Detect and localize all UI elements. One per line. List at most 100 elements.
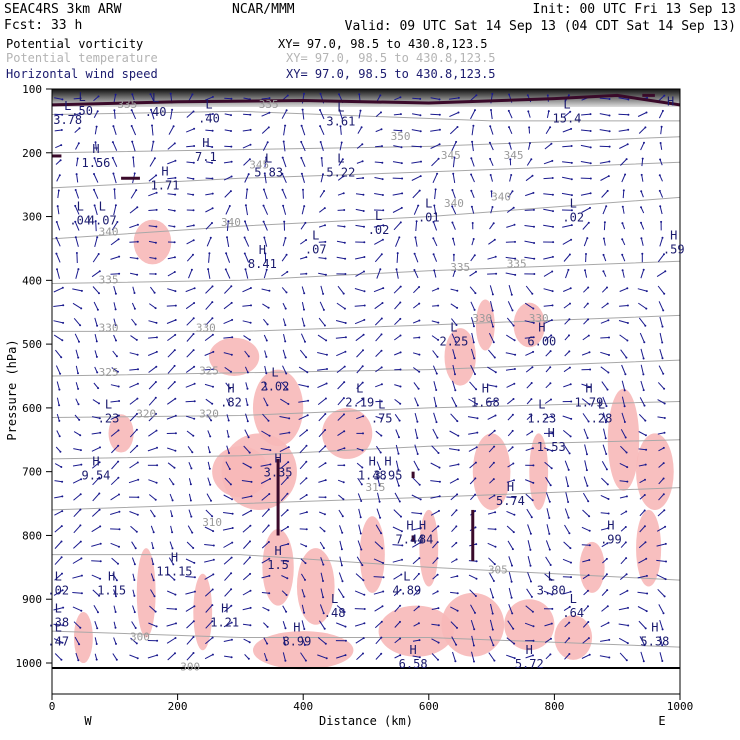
wind-vector-head	[549, 653, 552, 656]
wind-vector	[526, 414, 532, 420]
wind-vector	[394, 384, 401, 387]
wind-vector	[452, 349, 456, 359]
wind-vector	[204, 544, 214, 546]
wind-vector-head	[228, 403, 231, 406]
wind-vector	[600, 527, 609, 531]
wind-vector	[356, 160, 363, 164]
wind-vector-head	[438, 143, 441, 146]
wind-vector-head	[492, 222, 495, 225]
wind-vector	[355, 573, 364, 581]
wind-vector	[657, 399, 665, 404]
wind-vector	[53, 304, 64, 307]
wind-vector	[76, 158, 79, 167]
wind-vector-head	[97, 253, 100, 255]
wind-vector-head	[344, 625, 347, 628]
wind-vector-head	[456, 420, 459, 423]
wind-vector	[321, 157, 323, 167]
wind-vector-head	[154, 396, 157, 399]
wind-vector-head	[508, 126, 510, 129]
wind-vector	[282, 237, 286, 247]
wind-vector-head	[267, 541, 270, 543]
wind-vector-head	[663, 417, 666, 419]
wind-vector	[543, 160, 553, 165]
wind-vector-head	[60, 540, 63, 543]
wind-vector-head	[451, 221, 454, 224]
wind-vector-head	[75, 173, 78, 176]
wind-vector-head	[174, 159, 177, 162]
wind-vector-head	[281, 172, 284, 175]
wind-vector-head	[399, 221, 402, 224]
x-axis-west-label: W	[84, 714, 92, 728]
wind-vector-head	[550, 398, 552, 401]
wind-vector-head	[118, 255, 121, 258]
wind-vector-head	[284, 627, 287, 630]
wind-vector-head	[230, 175, 233, 178]
wind-vector	[129, 206, 138, 214]
wind-vector-head	[284, 307, 287, 310]
wind-vector-head	[664, 578, 667, 581]
wind-vector-head	[551, 290, 554, 293]
wind-vector-head	[61, 572, 63, 575]
pv-extremum-value: 7.1	[195, 150, 217, 164]
wind-vector	[358, 110, 361, 119]
wind-vector	[110, 256, 120, 260]
wind-vector-head	[626, 287, 629, 290]
wind-vector-head	[511, 564, 513, 567]
wind-vector-head	[547, 110, 550, 113]
wind-vector-head	[152, 547, 155, 550]
wind-vector	[637, 575, 648, 579]
wind-vector	[601, 605, 609, 612]
wind-vector	[619, 143, 628, 149]
y-tick-label: 400	[22, 274, 42, 287]
wind-vector	[430, 97, 440, 100]
wind-vector	[602, 573, 608, 580]
wind-vector	[582, 559, 590, 563]
wind-vector-head	[344, 654, 347, 657]
pv-extremum-marker: H	[607, 518, 614, 532]
wind-vector	[565, 476, 569, 487]
wind-vector	[620, 349, 627, 358]
theta-contour-line	[52, 161, 680, 189]
wind-vector-head	[456, 626, 458, 629]
wind-vector	[318, 479, 326, 483]
wind-vector-head	[382, 287, 385, 290]
wind-vector	[94, 126, 98, 135]
wind-vector-head	[512, 206, 515, 209]
wind-vector-head	[230, 588, 233, 591]
wind-vector-head	[589, 113, 592, 116]
wind-vector-head	[420, 160, 422, 163]
wind-vector	[450, 303, 458, 309]
wind-vector-head	[438, 113, 441, 116]
wind-vector-head	[643, 404, 646, 407]
wind-vector-head	[418, 639, 421, 642]
wind-vector-head	[324, 397, 327, 400]
wind-vector	[317, 368, 328, 371]
theta-contour-label: 320	[136, 407, 156, 420]
wind-vector	[244, 654, 250, 660]
pv-extremum-value: .02	[562, 210, 584, 224]
wind-vector-head	[606, 302, 609, 305]
wind-vector-head	[533, 257, 536, 260]
wind-vector-head	[192, 434, 195, 437]
wind-vector	[449, 478, 459, 484]
pv-extremum-value: 11.15	[156, 564, 192, 578]
wind-vector	[471, 206, 475, 214]
pv-extremum-marker: L	[570, 592, 577, 606]
wind-vector	[301, 205, 305, 215]
wind-vector	[414, 428, 418, 439]
wind-vector-head	[98, 594, 101, 597]
wind-vector	[376, 461, 381, 470]
wind-vector	[470, 190, 475, 198]
wind-vector	[317, 637, 327, 645]
wind-vector-head	[113, 109, 116, 112]
wind-vector-head	[625, 158, 628, 161]
wind-vector-head	[437, 525, 440, 528]
wind-vector-head	[59, 450, 62, 453]
wind-vector	[373, 224, 384, 228]
wind-vector-head	[361, 449, 364, 452]
wind-vector	[622, 190, 625, 199]
wind-vector-head	[286, 577, 289, 580]
wind-vector	[244, 350, 250, 357]
pv-extremum-marker: H	[406, 518, 413, 532]
wind-vector-head	[284, 643, 287, 646]
